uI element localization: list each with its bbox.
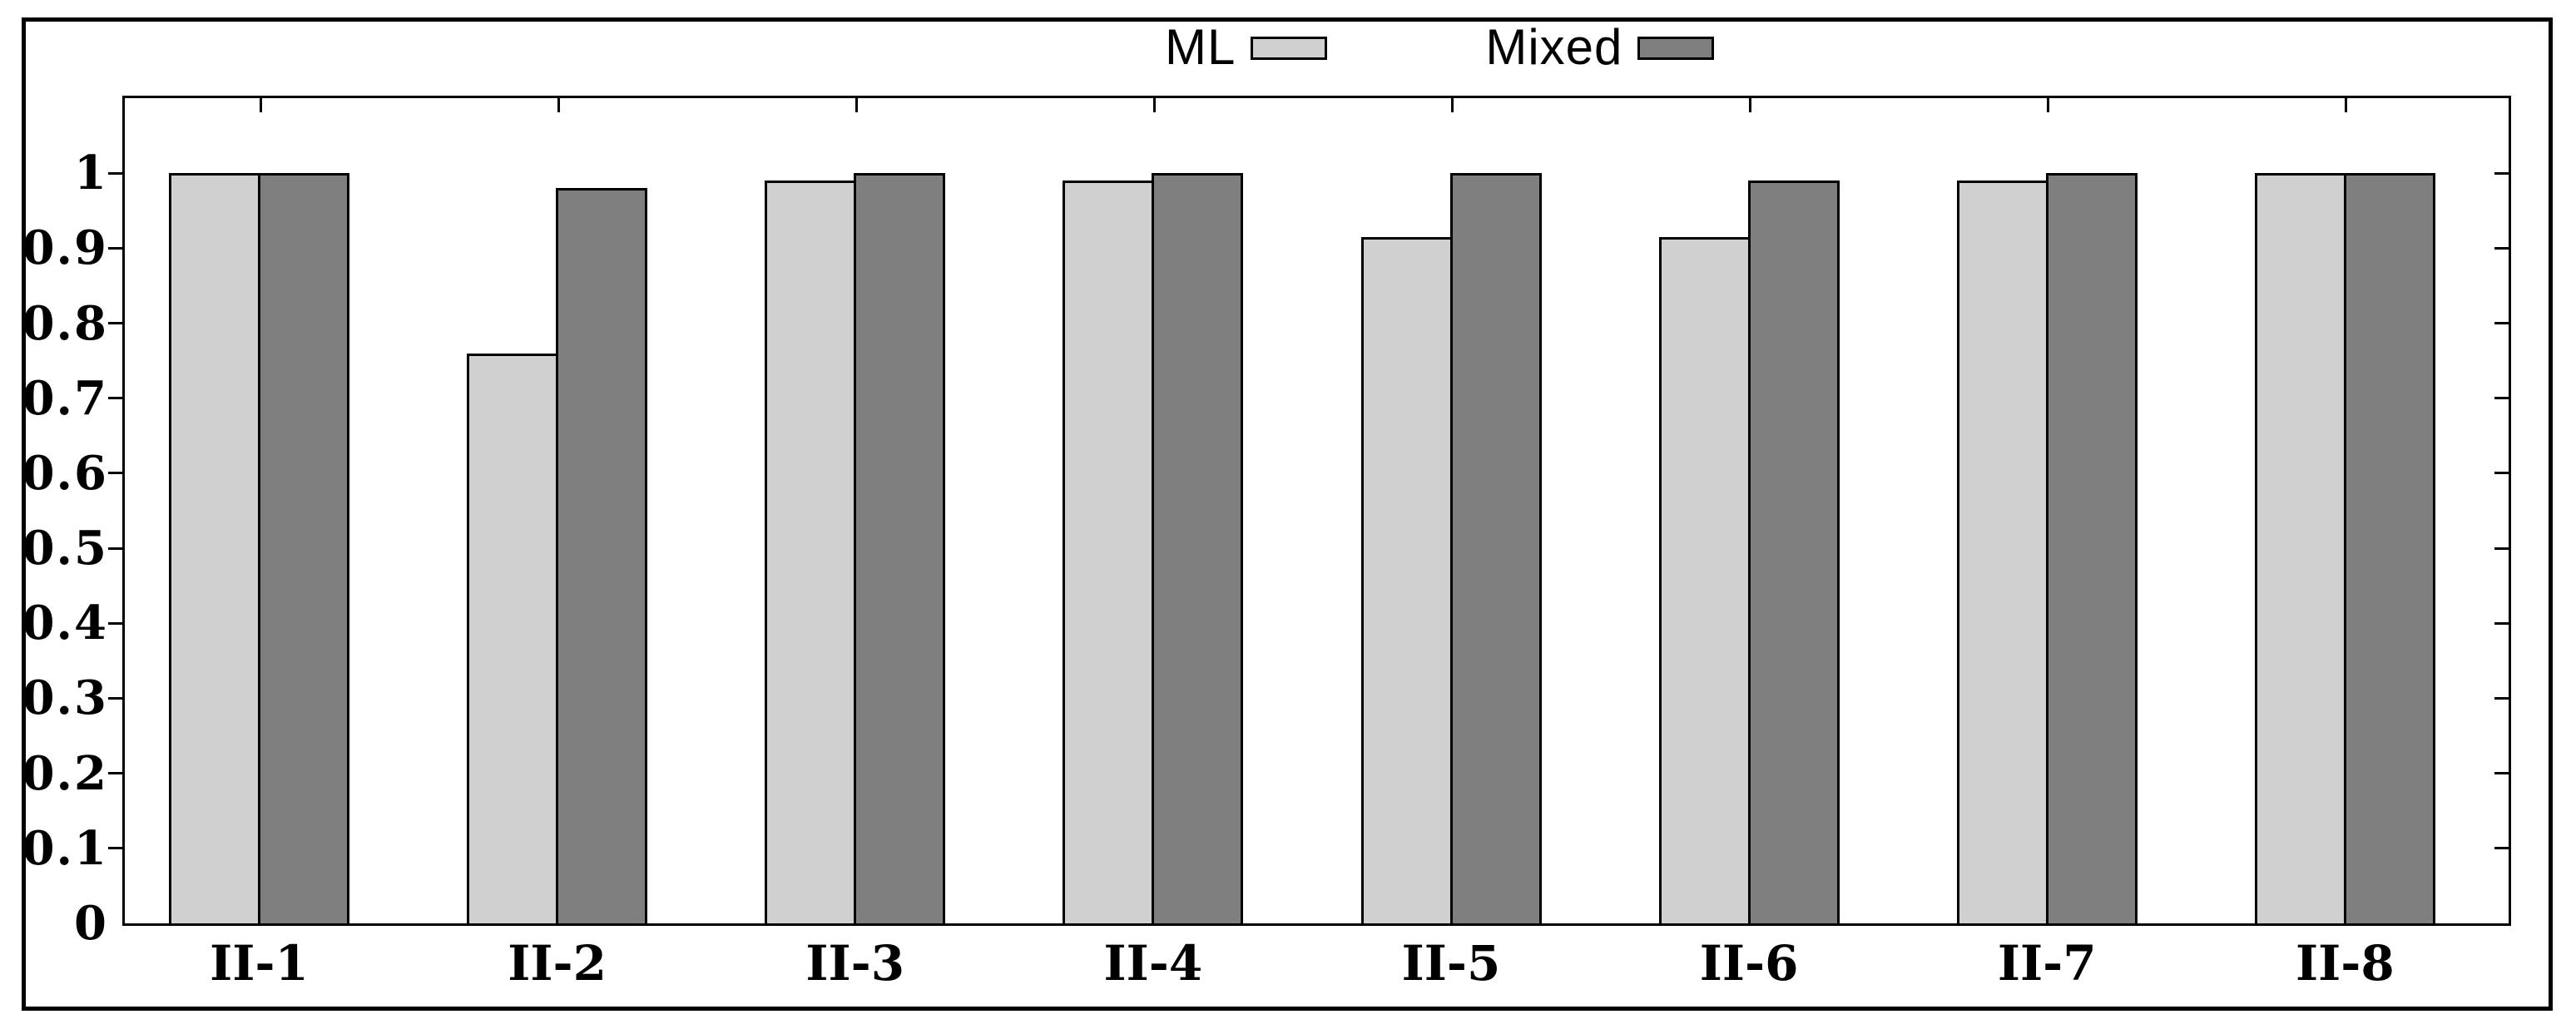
- y-tick-right-0.7: [2494, 397, 2509, 400]
- bar-ml-ii-3: [765, 181, 857, 923]
- legend-swatch-mixed: [1637, 37, 1715, 60]
- y-tick-left-0.5: [108, 547, 122, 550]
- plot-area: [108, 96, 2511, 926]
- x-tick-top-ii-2: [557, 98, 560, 112]
- x-tick-label-ii-3: II-3: [805, 935, 905, 992]
- x-tick-top-ii-3: [855, 98, 858, 112]
- x-tick-top-ii-6: [1749, 98, 1752, 112]
- y-tick-label-0.6: 0.6: [22, 445, 108, 501]
- bar-mixed-ii-2: [556, 188, 648, 923]
- x-tick-top-ii-1: [259, 98, 262, 112]
- y-tick-right-0.4: [2494, 621, 2509, 625]
- y-tick-left-0.6: [108, 472, 122, 475]
- legend-item-mixed: Mixed: [1485, 19, 1715, 75]
- y-tick-label-0.1: 0.1: [22, 820, 108, 876]
- bar-ml-ii-8: [2254, 173, 2346, 923]
- bar-mixed-ii-1: [258, 173, 349, 923]
- y-tick-label-0.7: 0.7: [22, 370, 108, 426]
- x-tick-label-ii-8: II-8: [2296, 935, 2395, 992]
- y-tick-right-0.5: [2494, 547, 2509, 550]
- legend-item-ml: ML: [1165, 19, 1328, 75]
- y-tick-left-0.1: [108, 847, 122, 850]
- bar-mixed-ii-5: [1449, 173, 1542, 923]
- y-tick-right-0.1: [2494, 847, 2509, 850]
- x-tick-top-ii-7: [2047, 98, 2050, 112]
- bar-ml-ii-6: [1658, 236, 1751, 923]
- bar-mixed-ii-8: [2343, 173, 2435, 923]
- bar-mixed-ii-6: [1747, 181, 1840, 923]
- x-tick-label-ii-5: II-5: [1401, 935, 1501, 992]
- bar-ml-ii-1: [169, 173, 260, 923]
- y-tick-left-0.7: [108, 397, 122, 400]
- bar-ml-ii-2: [467, 353, 559, 923]
- x-tick-top-ii-8: [2345, 98, 2348, 112]
- y-tick-right-0.3: [2494, 696, 2509, 700]
- x-tick-label-ii-2: II-2: [508, 935, 607, 992]
- y-tick-label-0.9: 0.9: [22, 220, 108, 276]
- y-tick-right-0.8: [2494, 322, 2509, 325]
- y-tick-label-0.5: 0.5: [22, 521, 108, 576]
- legend-swatch-ml: [1251, 37, 1328, 60]
- y-tick-left-0.3: [108, 696, 122, 700]
- y-tick-left-1: [108, 171, 122, 175]
- y-tick-left-0.4: [108, 621, 122, 625]
- bar-ml-ii-7: [1956, 181, 2048, 923]
- y-tick-label-0.2: 0.2: [22, 745, 108, 801]
- x-tick-label-ii-4: II-4: [1103, 935, 1203, 992]
- legend-label-mixed: Mixed: [1485, 19, 1623, 75]
- y-tick-label-0: 0: [74, 896, 108, 951]
- legend-label-ml: ML: [1165, 19, 1236, 75]
- x-tick-label-ii-6: II-6: [1699, 935, 1799, 992]
- y-tick-left-0.9: [108, 246, 122, 250]
- x-tick-top-ii-5: [1451, 98, 1454, 112]
- y-tick-right-0.6: [2494, 472, 2509, 475]
- y-tick-left-0.2: [108, 772, 122, 775]
- y-tick-label-0.8: 0.8: [22, 295, 108, 351]
- x-tick-top-ii-4: [1152, 98, 1156, 112]
- y-tick-right-0.9: [2494, 246, 2509, 250]
- y-tick-left-0.8: [108, 322, 122, 325]
- y-tick-label-1: 1: [74, 146, 108, 201]
- y-tick-label-0.3: 0.3: [22, 670, 108, 726]
- bar-mixed-ii-4: [1152, 173, 1244, 923]
- y-tick-right-1: [2494, 171, 2509, 175]
- x-tick-label-ii-7: II-7: [1997, 935, 2097, 992]
- bar-ml-ii-5: [1360, 236, 1453, 923]
- bar-mixed-ii-3: [854, 173, 946, 923]
- x-tick-label-ii-1: II-1: [210, 935, 309, 992]
- bar-mixed-ii-7: [2045, 173, 2138, 923]
- bar-ml-ii-4: [1063, 181, 1155, 923]
- y-tick-label-0.4: 0.4: [22, 596, 108, 651]
- chart-legend: ML Mixed: [1165, 19, 1715, 75]
- y-tick-right-0.2: [2494, 772, 2509, 775]
